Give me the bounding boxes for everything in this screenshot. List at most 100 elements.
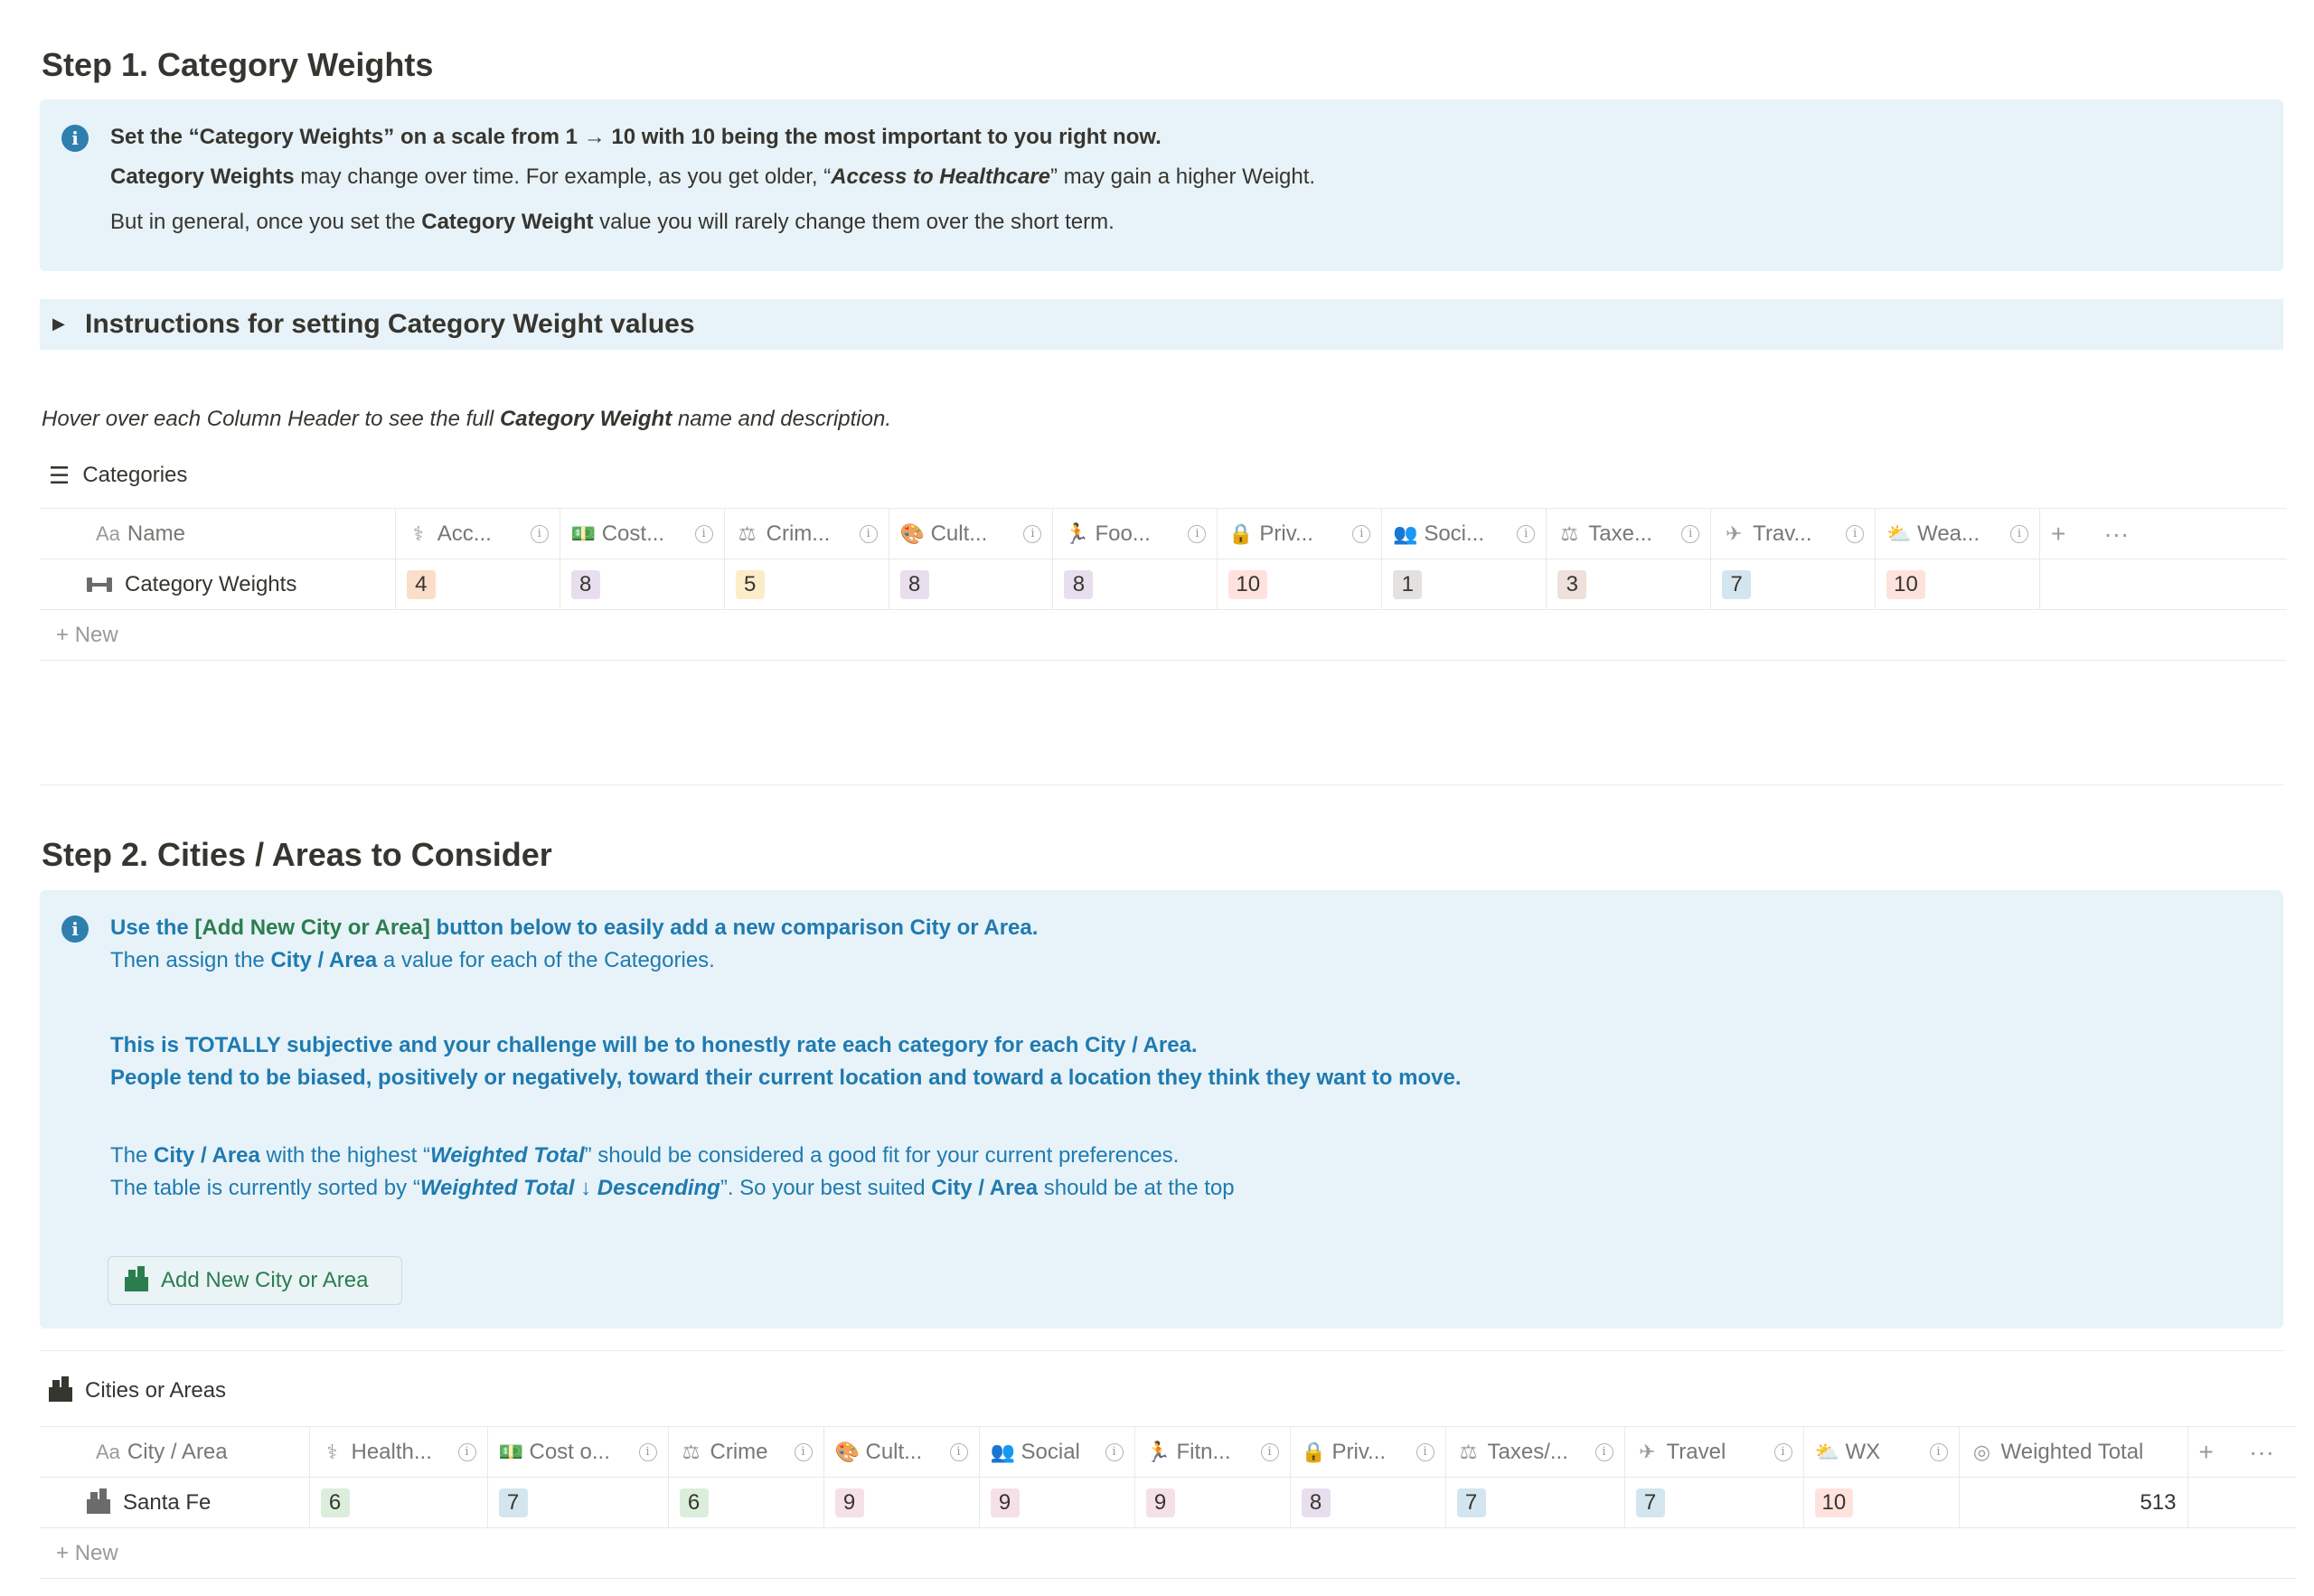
info-icon[interactable]: i: [1517, 524, 1536, 543]
value-cell[interactable]: 8: [1052, 559, 1218, 610]
info-icon[interactable]: i: [949, 1442, 968, 1461]
add-new-city-button[interactable]: Add New City or Area: [108, 1256, 402, 1305]
info-icon[interactable]: i: [457, 1442, 476, 1461]
column-header-weather[interactable]: ⛅ Wea... i: [1875, 508, 2041, 559]
info-icon[interactable]: i: [1260, 1442, 1279, 1461]
row-name-cell[interactable]: Category Weights: [40, 559, 396, 610]
dumbbell-icon: [87, 577, 112, 592]
cities-table: Aa City / Area ⚕ Health... i 💵 Cost o... i ⚖ Cri…: [40, 1426, 2296, 1579]
add-column-button[interactable]: +: [2039, 508, 2093, 559]
column-header-lock[interactable]: 🔒 Priv... i: [1290, 1426, 1446, 1478]
info-icon[interactable]: i: [694, 524, 713, 543]
column-header-weather[interactable]: ⛅ WX i: [1803, 1426, 1960, 1478]
column-header-airplane[interactable]: ✈ Trav... i: [1710, 508, 1877, 559]
toggle-title: Instructions for setting Category Weight…: [85, 309, 695, 339]
city-column-header[interactable]: Aa City / Area: [40, 1426, 310, 1478]
info-icon[interactable]: i: [1594, 1442, 1613, 1461]
info-icon[interactable]: i: [1773, 1442, 1792, 1461]
categories-db-title[interactable]: ☰ Categories: [49, 462, 188, 489]
cities-db-title[interactable]: Cities or Areas: [49, 1376, 226, 1405]
column-header-gavel[interactable]: ⚖ Crime i: [668, 1426, 824, 1478]
info-icon[interactable]: i: [530, 524, 549, 543]
column-header-palette[interactable]: 🎨 Cult... i: [889, 508, 1054, 559]
value-cell[interactable]: 9: [1134, 1477, 1291, 1528]
value-cell[interactable]: 8: [560, 559, 725, 610]
column-header-palette[interactable]: 🎨 Cult... i: [823, 1426, 980, 1478]
column-header-label: Priv...: [1331, 1439, 1387, 1464]
table-row[interactable]: Santa Fe 6 7 6 9 9 9 8 7 7 10 513: [40, 1477, 2296, 1528]
info-icon[interactable]: i: [1846, 524, 1865, 543]
categories-table: Aa Name ⚕ Acc... i 💵 Cost... i ⚖ Crim... i 🎨 Cult..…: [40, 508, 2287, 661]
value-tag: 8: [899, 569, 929, 599]
value-cell[interactable]: 4: [395, 559, 560, 610]
value-cell[interactable]: 1: [1381, 559, 1547, 610]
column-header-scales[interactable]: ⚖ Taxes/... i: [1445, 1426, 1625, 1478]
column-header-label: Travel: [1666, 1439, 1726, 1464]
info-icon[interactable]: i: [1681, 524, 1700, 543]
value-cell[interactable]: 9: [823, 1477, 980, 1528]
column-header-people[interactable]: 👥 Social i: [979, 1426, 1135, 1478]
column-header-stethoscope[interactable]: ⚕ Acc... i: [395, 508, 560, 559]
target-icon: ◎: [1972, 1440, 1991, 1463]
column-header-lock[interactable]: 🔒 Priv... i: [1217, 508, 1383, 559]
value-cell[interactable]: 3: [1546, 559, 1712, 610]
new-row-button[interactable]: + New: [40, 609, 2287, 661]
column-header-money[interactable]: 💵 Cost... i: [560, 508, 725, 559]
column-header-airplane[interactable]: ✈ Travel i: [1624, 1426, 1804, 1478]
column-header-label: Crime: [710, 1439, 768, 1464]
value-cell[interactable]: 5: [724, 559, 889, 610]
value-cell[interactable]: 10: [1217, 559, 1383, 610]
add-column-button[interactable]: +: [2187, 1426, 2238, 1478]
column-header-people[interactable]: 👥 Soci... i: [1381, 508, 1547, 559]
column-header-stethoscope[interactable]: ⚕ Health... i: [309, 1426, 488, 1478]
info-icon[interactable]: i: [1023, 524, 1042, 543]
value-cell[interactable]: 8: [1290, 1477, 1446, 1528]
value-tag: 4: [406, 569, 436, 599]
info-icon: i: [61, 125, 89, 152]
row-name-cell[interactable]: Santa Fe: [40, 1477, 310, 1528]
info-icon[interactable]: i: [1416, 1442, 1434, 1461]
column-header-weighted-total[interactable]: ◎ Weighted Total: [1959, 1426, 2188, 1478]
column-header-money[interactable]: 💵 Cost o... i: [487, 1426, 669, 1478]
column-header-label: Weighted Total: [2000, 1439, 2144, 1464]
value-tag: 10: [1814, 1488, 1854, 1517]
column-header-runner[interactable]: 🏃 Foo... i: [1052, 508, 1218, 559]
info-icon[interactable]: i: [1188, 524, 1207, 543]
value-cell[interactable]: 7: [487, 1477, 669, 1528]
column-header-runner[interactable]: 🏃 Fitn... i: [1134, 1426, 1291, 1478]
table-row[interactable]: Category Weights 4 8 5 8 8 10 1 3 7 10: [40, 559, 2287, 610]
more-options-button[interactable]: ···: [2093, 508, 2147, 559]
toggle-triangle-icon[interactable]: ▶: [52, 315, 65, 333]
column-header-scales[interactable]: ⚖ Taxe... i: [1546, 508, 1712, 559]
value-cell[interactable]: 7: [1445, 1477, 1625, 1528]
city-icon: [125, 1270, 148, 1291]
value-cell[interactable]: 7: [1710, 559, 1877, 610]
info-icon[interactable]: i: [1929, 1442, 1948, 1461]
value-tag: 7: [498, 1488, 528, 1517]
info-icon[interactable]: i: [859, 524, 878, 543]
info-icon[interactable]: i: [794, 1442, 813, 1461]
column-header-gavel[interactable]: ⚖ Crim... i: [724, 508, 889, 559]
value-cell[interactable]: 6: [309, 1477, 488, 1528]
instructions-toggle[interactable]: ▶ Instructions for setting Category Weig…: [40, 299, 2283, 350]
more-options-button[interactable]: ···: [2238, 1426, 2296, 1478]
value-cell[interactable]: 10: [1875, 559, 2041, 610]
value-tag: 1: [1393, 569, 1423, 599]
name-column-header[interactable]: Aa Name: [40, 508, 396, 559]
info-icon[interactable]: i: [1105, 1442, 1124, 1461]
section-divider: [40, 1350, 2283, 1351]
value-cell[interactable]: 6: [668, 1477, 824, 1528]
palette-icon: 🎨: [834, 1440, 860, 1463]
value-tag: 10: [1228, 569, 1268, 599]
info-icon[interactable]: i: [1352, 524, 1371, 543]
value-cell[interactable]: 10: [1803, 1477, 1960, 1528]
info-icon[interactable]: i: [638, 1442, 657, 1461]
value-cell[interactable]: 7: [1624, 1477, 1804, 1528]
value-cell[interactable]: 8: [889, 559, 1054, 610]
value-cell[interactable]: 9: [979, 1477, 1135, 1528]
info-icon[interactable]: i: [2010, 524, 2029, 543]
column-header-label: Foo...: [1095, 521, 1151, 546]
column-header-label: Social: [1021, 1439, 1080, 1464]
new-row-button[interactable]: + New: [40, 1527, 2296, 1579]
value-tag: 8: [1301, 1488, 1331, 1517]
